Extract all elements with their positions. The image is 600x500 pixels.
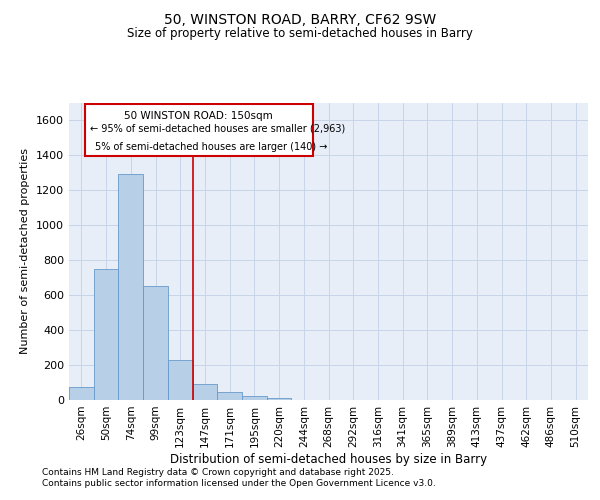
Text: ← 95% of semi-detached houses are smaller (2,963): ← 95% of semi-detached houses are smalle… [90, 124, 345, 134]
X-axis label: Distribution of semi-detached houses by size in Barry: Distribution of semi-detached houses by … [170, 452, 487, 466]
FancyBboxPatch shape [85, 104, 313, 156]
Bar [193, 384, 217, 400]
Bar [143, 286, 168, 400]
Y-axis label: Number of semi-detached properties: Number of semi-detached properties [20, 148, 31, 354]
Bar [217, 392, 242, 400]
Text: 50, WINSTON ROAD, BARRY, CF62 9SW: 50, WINSTON ROAD, BARRY, CF62 9SW [164, 12, 436, 26]
Bar [69, 387, 94, 400]
Bar [168, 360, 193, 400]
Bar [242, 396, 267, 400]
Text: 5% of semi-detached houses are larger (140) →: 5% of semi-detached houses are larger (1… [95, 142, 328, 152]
Bar [118, 174, 143, 400]
Text: 50 WINSTON ROAD: 150sqm: 50 WINSTON ROAD: 150sqm [124, 112, 273, 122]
Bar [94, 269, 118, 400]
Bar [267, 398, 292, 400]
Text: Size of property relative to semi-detached houses in Barry: Size of property relative to semi-detach… [127, 28, 473, 40]
Text: Contains HM Land Registry data © Crown copyright and database right 2025.
Contai: Contains HM Land Registry data © Crown c… [42, 468, 436, 487]
